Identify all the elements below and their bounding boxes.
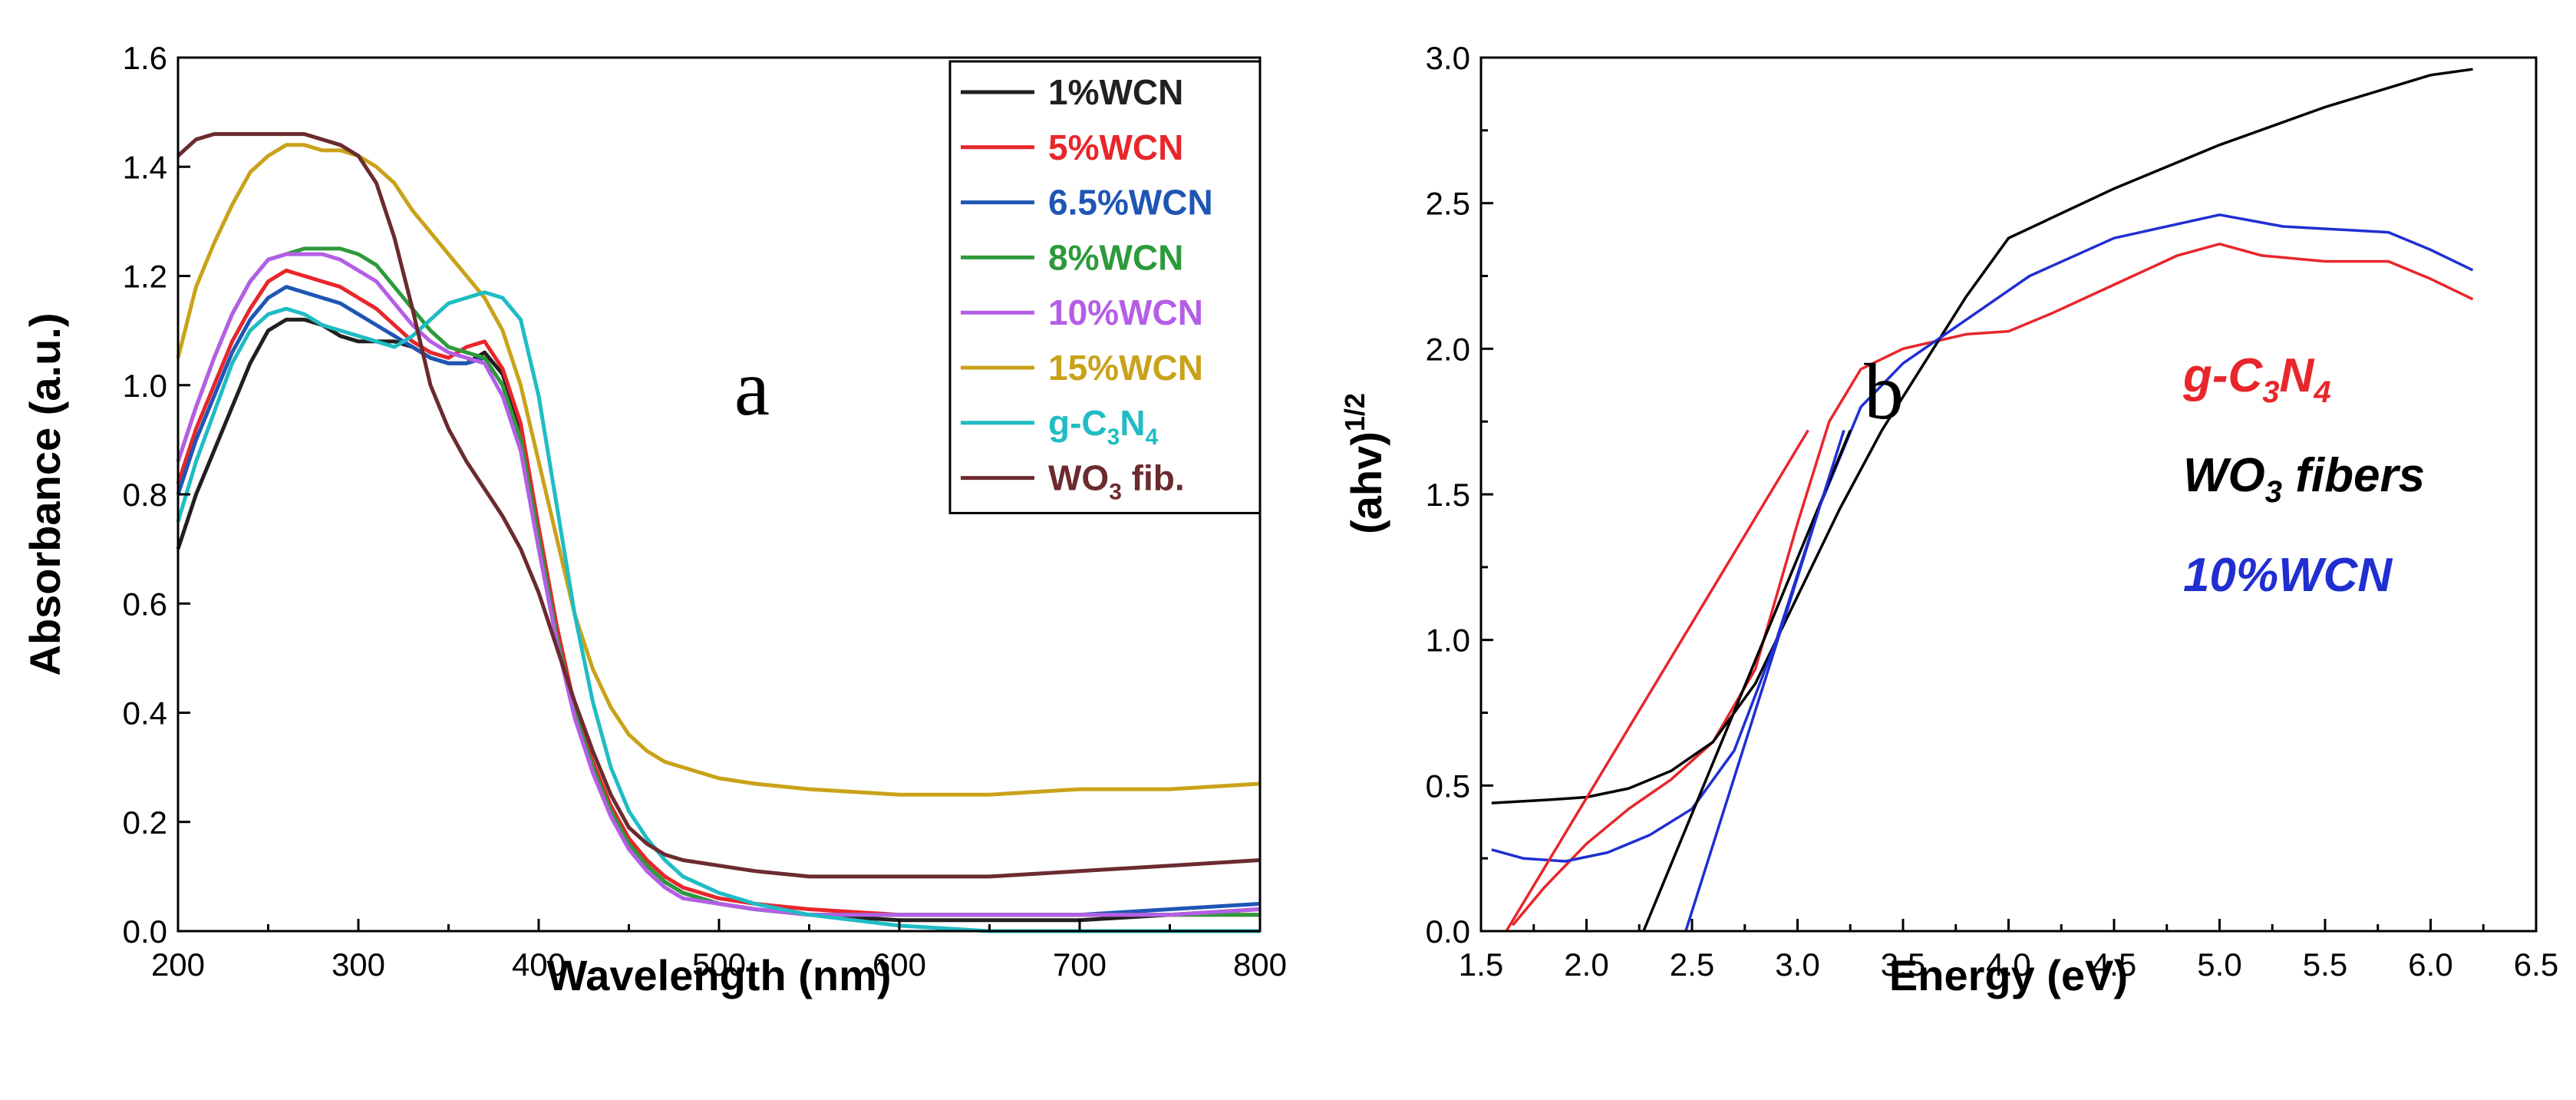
- panel-b-letter: b: [1864, 348, 1904, 436]
- x-tick-label: 700: [1053, 946, 1107, 983]
- panel-a-series: [176, 132, 1261, 933]
- series-line-15-wcn: [176, 143, 1261, 797]
- legend-label-g-c3n4: g-C3N4: [2182, 349, 2331, 409]
- x-tick-label: 4.5: [2092, 946, 2136, 983]
- legend-label-8-wcn: 8%WCN: [1048, 237, 1183, 277]
- tangent-g-c3n4: [1505, 429, 1809, 932]
- series-line-wo3-fib: [176, 132, 1261, 879]
- x-tick-label: 600: [872, 946, 926, 983]
- legend-label-1-wcn: 1%WCN: [1048, 72, 1183, 112]
- panel-a-x-axis-title: Wavelength (nm): [546, 951, 891, 999]
- panel-b-y-axis-title-sup: 1/2: [1339, 393, 1370, 431]
- x-tick-label: 4.0: [1986, 946, 2030, 983]
- panel-a-chart: 200 300 400 500 600 700 800 0.0 0.2 0.4 0.6 0.8 1.0 1…: [21, 40, 1287, 999]
- panel-b-y-axis-title: (ahv)1/2: [1339, 393, 1390, 534]
- legend-label-10-wcn: 10%WCN: [1048, 292, 1203, 332]
- panel-b-x-axis-title: Energy (eV): [1889, 951, 2128, 999]
- panel-a-ticks: 200 300 400 500 600 700 800 0.0 0.2 0.4 0.6 0.8 1.0 1…: [123, 40, 1287, 983]
- y-tick-label: 0.8: [123, 477, 167, 513]
- x-tick-label: 5.0: [2197, 946, 2241, 983]
- legend-label-6-5-wcn: 6.5%WCN: [1048, 183, 1213, 223]
- x-tick-label: 500: [692, 946, 746, 983]
- x-tick-label: 6.5: [2514, 946, 2558, 983]
- y-tick-label: 1.5: [1426, 477, 1470, 513]
- y-tick-label: 0.6: [123, 586, 167, 622]
- y-tick-label: 0.2: [123, 804, 167, 841]
- y-tick-label: 1.6: [123, 40, 167, 76]
- x-tick-label: 3.5: [1881, 946, 1925, 983]
- y-tick-label: 3.0: [1426, 40, 1470, 76]
- y-tick-label: 0.0: [123, 913, 167, 950]
- panel-b-y-axis-title-main: (ahv): [1342, 431, 1390, 534]
- y-tick-label: 1.0: [1426, 623, 1470, 659]
- panel-a-letter: a: [734, 344, 770, 432]
- panel-b-chart: 1.5 2.0 2.5 3.0 3.5 4.0 4.5 5.0 5.5 6.0 6.5 0.0 0.5 1…: [1339, 40, 2558, 999]
- legend-box: [948, 60, 1262, 514]
- x-tick-label: 5.5: [2303, 946, 2347, 983]
- series-line-10-wcn: [1491, 213, 2474, 863]
- series-line-g-c3n4: [176, 290, 1260, 933]
- x-tick-label: 3.0: [1775, 946, 1819, 983]
- series-line-10-wcn: [176, 252, 1261, 917]
- legend-label-wo3-fib: WO3 fib.: [1048, 458, 1185, 505]
- y-tick-label: 0.5: [1426, 768, 1470, 804]
- x-tick-label: 300: [331, 946, 385, 983]
- x-tick-label: 400: [512, 946, 566, 983]
- y-tick-label: 0.0: [1426, 913, 1470, 950]
- tangent-wo3: [1642, 429, 1852, 932]
- x-tick-label: 1.5: [1459, 946, 1503, 983]
- x-tick-label: 2.0: [1564, 946, 1608, 983]
- legend-label-15-wcn: 15%WCN: [1048, 348, 1203, 388]
- y-tick-label: 1.2: [123, 259, 167, 295]
- series-line-wo3-fibers: [1491, 68, 2473, 804]
- panel-a-y-axis-title: Absorbance (a.u.): [21, 313, 69, 676]
- y-tick-label: 1.4: [123, 149, 167, 185]
- legend-label-wo3-fibers: WO3 fibers: [2183, 449, 2425, 509]
- legend-label-g-c3n4: g-C3N4: [1048, 403, 1159, 450]
- y-tick-label: 0.4: [123, 695, 167, 732]
- x-tick-label: 200: [151, 946, 205, 983]
- y-tick-label: 2.0: [1426, 331, 1470, 367]
- y-tick-label: 1.0: [123, 368, 167, 404]
- panel-a-legend: 1%WCN 5%WCN 6.5%WCN 8%WCN 10%WCN 15%WCN g-C3N4…: [948, 60, 1262, 514]
- panel-b-legend: g-C3N4 WO3 fibers 10%WCN: [2182, 349, 2425, 602]
- x-tick-label: 6.0: [2408, 946, 2452, 983]
- x-tick-label: 2.5: [1670, 946, 1714, 983]
- legend-label-10-wcn: 10%WCN: [2183, 549, 2393, 602]
- panel-b-series: [1491, 68, 2474, 932]
- y-tick-label: 2.5: [1426, 186, 1470, 222]
- panel-b-ticks: 1.5 2.0 2.5 3.0 3.5 4.0 4.5 5.0 5.5 6.0 6.5 0.0 0.5 1…: [1426, 40, 2559, 983]
- legend-label-5-wcn: 5%WCN: [1048, 127, 1183, 167]
- x-tick-label: 800: [1233, 946, 1287, 983]
- tangent-10-wcn: [1684, 429, 1845, 932]
